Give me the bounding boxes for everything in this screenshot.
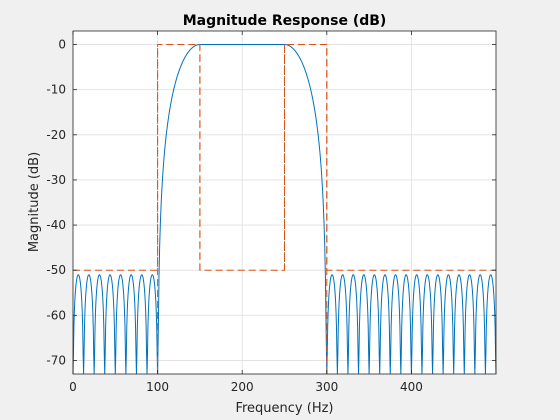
y-tick-label: -50: [46, 263, 66, 277]
x-axis-label: Frequency (Hz): [235, 401, 333, 416]
data-layer: [72, 44, 497, 375]
x-tick-label: 100: [146, 380, 169, 394]
ticks: 0 100 200 300 400 0 -10 -20 -30 -40 -50 -60 -70: [46, 31, 496, 394]
chart-title: Magnitude Response (dB): [183, 13, 387, 29]
y-tick-label: -40: [46, 218, 66, 232]
x-tick-label: 300: [315, 380, 338, 394]
y-tick-label: -60: [46, 308, 66, 322]
y-tick-label: 0: [58, 38, 66, 52]
y-tick-label: -70: [46, 353, 66, 367]
y-axis-label: Magnitude (dB): [27, 152, 42, 252]
y-tick-label: -10: [46, 83, 66, 97]
spec-mask-line: [73, 44, 496, 271]
y-tick-label: -20: [46, 128, 66, 142]
x-tick-label: 400: [400, 380, 423, 394]
x-tick-label: 200: [231, 380, 254, 394]
plot-border: [72, 30, 497, 375]
magnitude-response-line: [72, 44, 497, 375]
x-tick-label: 0: [69, 380, 77, 394]
y-tick-label: -30: [46, 173, 66, 187]
